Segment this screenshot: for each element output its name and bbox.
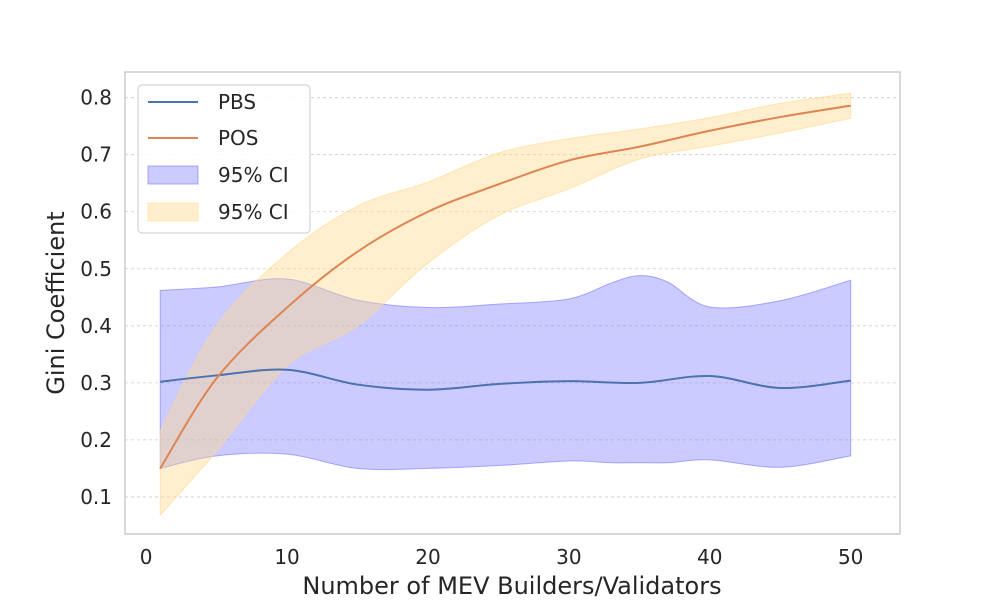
y-tick-label: 0.3 <box>80 371 112 395</box>
legend-label-ci-1: 95% CI <box>218 163 289 187</box>
y-tick-label: 0.7 <box>80 143 112 167</box>
x-tick-label: 20 <box>415 545 440 569</box>
y-axis-ticks: 0.1 0.2 0.3 0.4 0.5 0.6 0.7 0.8 <box>80 86 112 509</box>
y-tick-label: 0.8 <box>80 86 112 110</box>
confidence-bands <box>159 92 852 517</box>
y-tick-label: 0.6 <box>80 200 112 224</box>
x-tick-label: 10 <box>274 545 299 569</box>
legend-swatch-ci-1 <box>147 165 199 185</box>
x-axis-ticks: 0 10 20 30 40 50 <box>140 545 864 569</box>
y-tick-label: 0.2 <box>80 428 112 452</box>
legend-label-pbs: PBS <box>218 90 256 114</box>
y-tick-label: 0.5 <box>80 257 112 281</box>
series-line-pos <box>159 104 851 469</box>
legend: PBS POS 95% CI 95% CI <box>137 84 311 234</box>
legend-swatch-ci-2 <box>147 202 199 222</box>
y-tick-label: 0.4 <box>80 314 112 338</box>
plot-frame <box>124 71 901 535</box>
y-tick-label: 0.1 <box>80 485 112 509</box>
ci-band-1 <box>159 275 852 471</box>
x-tick-label: 30 <box>556 545 581 569</box>
legend-label-pos: POS <box>218 126 259 150</box>
legend-label-ci-2: 95% CI <box>218 200 289 224</box>
x-tick-label: 0 <box>140 545 153 569</box>
ci-band-2 <box>159 92 852 517</box>
y-axis-label: Gini Coefficient <box>42 211 70 394</box>
x-axis-label: Number of MEV Builders/Validators <box>302 572 721 600</box>
x-tick-label: 40 <box>697 545 722 569</box>
x-tick-label: 50 <box>838 545 863 569</box>
series-line-pbs <box>160 368 851 391</box>
legend-box <box>137 84 311 234</box>
series-lines <box>159 104 851 469</box>
